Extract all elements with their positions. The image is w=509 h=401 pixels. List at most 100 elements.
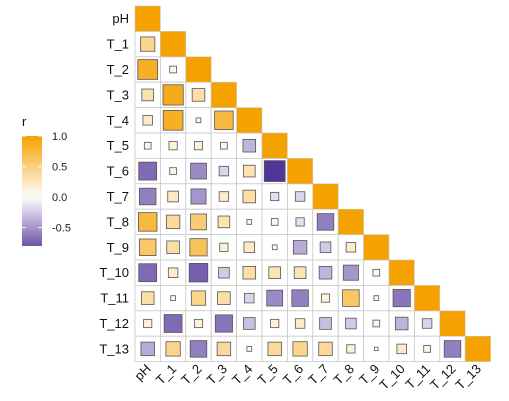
column-label-T_10: T_10 [376, 361, 408, 393]
corr-square-T_4-T_3 [214, 110, 234, 130]
corr-square-T_9-T_6 [292, 240, 308, 255]
row-label-T_1: T_1 [107, 37, 129, 52]
corr-square-T_8-T_3 [217, 215, 231, 229]
row-label-T_7: T_7 [107, 189, 129, 204]
corr-square-T_12-T_9 [372, 319, 381, 328]
corr-square-T_12-T_3 [214, 314, 233, 333]
corr-square-T_13-T_5 [267, 341, 282, 357]
row-label-T_11: T_11 [100, 291, 129, 306]
legend-colorbar [22, 136, 42, 246]
corr-square-T_7-T_4 [242, 189, 257, 204]
row-label-T_6: T_6 [107, 164, 129, 179]
corr-square-T_12-T_11 [421, 318, 433, 329]
corr-square-T_11-T_3 [217, 291, 231, 305]
corr-square-T_7-T_5 [270, 191, 280, 202]
diagonal-cell-T_10 [388, 259, 415, 286]
column-label-T_1: T_1 [153, 361, 179, 387]
column-label-pH: pH [131, 361, 153, 383]
corr-square-T_13-pH [140, 341, 155, 357]
corr-square-T_9-T_3 [219, 242, 229, 252]
corr-square-T_5-pH [143, 141, 152, 150]
column-label-T_8: T_8 [331, 361, 357, 387]
row-label-T_8: T_8 [107, 214, 129, 229]
corr-square-T_10-T_6 [293, 266, 307, 279]
corr-square-T_8-pH [138, 212, 158, 232]
corr-square-T_6-T_5 [263, 160, 286, 182]
corr-square-T_13-T_9 [374, 346, 379, 352]
corr-square-T_12-T_1 [163, 314, 183, 333]
corr-square-T_13-T_6 [292, 341, 308, 357]
column-label-T_2: T_2 [178, 361, 204, 387]
corr-square-T_11-T_5 [266, 289, 284, 307]
corr-square-T_8-T_5 [270, 218, 279, 226]
corr-square-T_12-T_10 [394, 316, 409, 331]
diagonal-cell-pH [134, 5, 161, 32]
legend-tick-label: 1.0 [52, 131, 67, 143]
corr-square-T_1-pH [140, 36, 156, 52]
corr-square-T_13-T_4 [246, 346, 253, 352]
corr-square-T_7-pH [139, 187, 157, 206]
diagonal-cell-T_7 [312, 183, 339, 210]
diagonal-cell-T_11 [414, 285, 441, 312]
corr-square-T_11-pH [140, 291, 155, 305]
row-label-T_2: T_2 [107, 62, 129, 77]
corr-square-T_9-T_7 [319, 241, 332, 254]
corr-square-T_5-T_1 [168, 141, 178, 151]
column-label-T_5: T_5 [254, 361, 280, 387]
corr-square-T_13-T_1 [165, 341, 181, 357]
corr-square-T_8-T_2 [190, 213, 207, 231]
corr-square-T_2-pH [137, 59, 158, 80]
corr-square-T_11-T_2 [190, 290, 207, 306]
corr-square-T_5-T_4 [242, 138, 257, 153]
corr-square-T_6-T_4 [243, 164, 256, 178]
corr-square-T_6-T_3 [218, 165, 230, 177]
corr-square-T_10-T_3 [218, 266, 230, 279]
corr-square-T_12-T_6 [294, 318, 306, 329]
corr-square-T_11-T_4 [244, 292, 255, 304]
corr-square-T_6-T_1 [169, 167, 177, 175]
corr-square-T_13-T_11 [423, 345, 431, 353]
corr-square-T_2-T_1 [169, 65, 177, 74]
diagonal-cell-T_6 [287, 158, 314, 185]
legend-tick-label: 0.0 [52, 192, 67, 204]
corr-square-T_12-T_8 [345, 317, 357, 330]
corr-square-T_10-pH [138, 263, 158, 283]
corr-square-T_4-pH [142, 115, 153, 126]
column-label-T_7: T_7 [305, 361, 331, 387]
grid-cell [210, 234, 237, 261]
corr-square-T_12-T_5 [270, 318, 280, 329]
diagonal-cell-T_3 [210, 81, 237, 108]
corr-square-T_7-T_3 [218, 191, 230, 202]
row-labels: pH T_1 T_2 T_3 T_4 T_5 T_6 T_7 T_8 T_9 T_10 T_11 T_1… [99, 11, 129, 356]
row-label-pH: pH [112, 11, 129, 26]
row-label-T_4: T_4 [107, 113, 129, 128]
corr-square-T_3-pH [141, 88, 154, 102]
corr-square-T_9-T_2 [189, 238, 208, 257]
diagonal-cell-T_2 [185, 56, 212, 83]
corr-square-T_11-T_7 [320, 293, 331, 303]
corr-square-T_7-T_6 [294, 191, 306, 202]
matrix-marks [134, 5, 491, 362]
corr-square-T_12-T_7 [319, 317, 332, 330]
diagonal-cell-T_8 [337, 208, 364, 235]
diagonal-cell-T_4 [236, 107, 263, 134]
corr-square-T_13-T_8 [346, 344, 356, 354]
corr-square-T_11-T_10 [392, 289, 411, 308]
corr-square-T_11-T_8 [342, 289, 360, 307]
corr-square-T_9-T_1 [166, 240, 180, 255]
column-label-T_3: T_3 [204, 361, 230, 387]
row-label-T_10: T_10 [99, 265, 129, 280]
corr-square-T_10-T_4 [242, 265, 257, 280]
legend-title: r [22, 114, 27, 129]
corr-square-T_12-T_2 [193, 318, 204, 329]
row-label-T_12: T_12 [99, 316, 129, 331]
row-label-T_9: T_9 [107, 240, 129, 255]
corr-square-T_11-T_9 [373, 295, 380, 301]
corr-square-T_10-T_5 [268, 266, 281, 279]
corr-square-T_10-T_7 [318, 265, 333, 280]
diagonal-cell-T_13 [464, 335, 491, 362]
corr-square-T_8-T_4 [246, 219, 253, 225]
grid-cell [210, 132, 237, 159]
corr-square-T_6-T_2 [190, 162, 207, 180]
